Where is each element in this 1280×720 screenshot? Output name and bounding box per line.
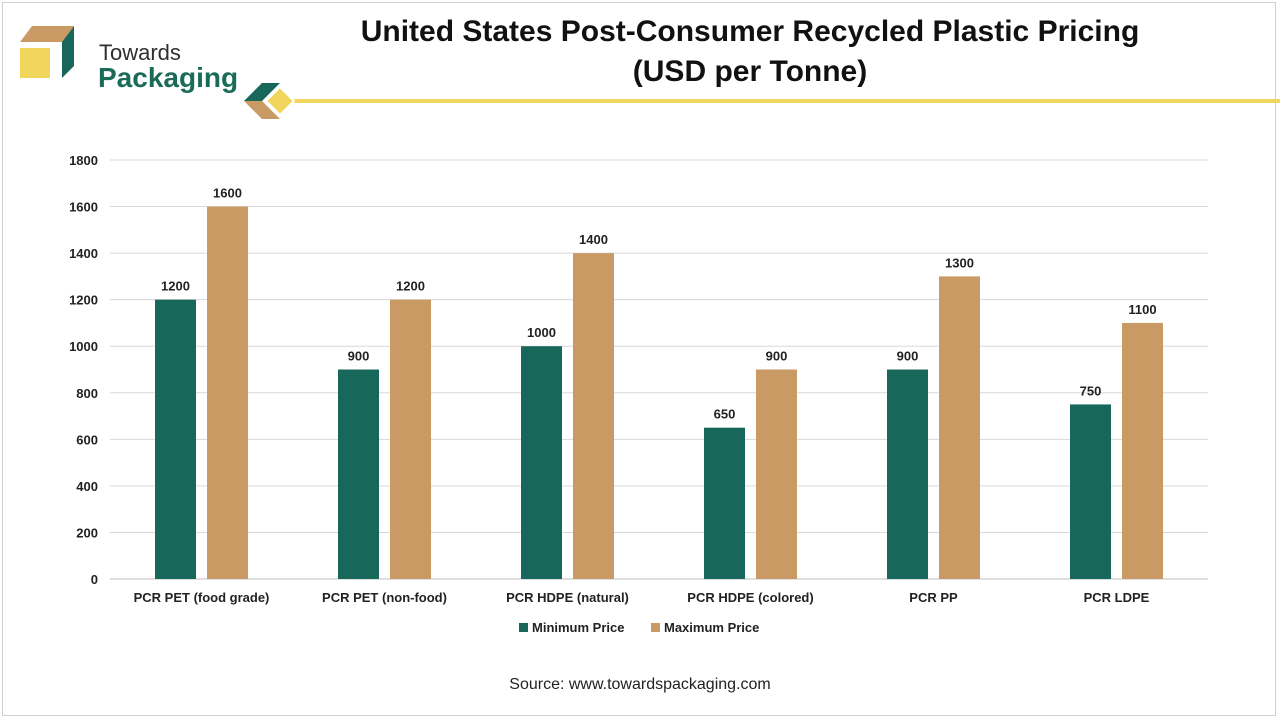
- y-tick-label: 600: [76, 432, 98, 447]
- x-tick-label: PCR LDPE: [1084, 590, 1150, 605]
- decorative-divider: [244, 83, 1280, 119]
- data-label: 1100: [1128, 302, 1156, 317]
- bar-minimum: [887, 369, 928, 579]
- y-tick-label: 1800: [69, 153, 98, 168]
- data-label: 1000: [527, 325, 556, 340]
- bar-maximum: [207, 206, 248, 580]
- bar-minimum: [338, 369, 379, 579]
- x-tick-label: PCR HDPE (natural): [506, 590, 629, 605]
- data-label: 900: [348, 349, 370, 364]
- data-label: 1200: [396, 279, 425, 294]
- x-tick-label: PCR PET (non-food): [322, 590, 447, 605]
- y-tick-label: 200: [76, 525, 98, 540]
- y-tick-label: 1200: [69, 293, 98, 308]
- legend-label-minimum: Minimum Price: [532, 620, 624, 635]
- chart-title-line-2: (USD per Tonne): [632, 55, 868, 88]
- brand-line-1: Towards: [99, 40, 181, 65]
- y-tick-label: 1600: [69, 200, 98, 215]
- source-note: Source: www.towardspackaging.com: [509, 676, 771, 693]
- towards-packaging-logo: Towards Packaging: [14, 20, 244, 93]
- y-tick-label: 1000: [69, 339, 98, 354]
- y-tick-label: 1400: [69, 246, 98, 261]
- x-tick-label: PCR PET (food grade): [134, 590, 270, 605]
- chart-title: United States Post-Consumer Recycled Pla…: [260, 12, 1240, 92]
- data-label: 900: [897, 349, 919, 364]
- y-tick-label: 0: [91, 572, 98, 587]
- data-label: 1300: [945, 255, 974, 270]
- bar-maximum: [390, 299, 431, 579]
- data-label: 900: [766, 349, 788, 364]
- data-label: 1400: [579, 232, 608, 247]
- x-tick-label: PCR HDPE (colored): [687, 590, 813, 605]
- data-label: 650: [714, 407, 736, 422]
- x-tick-label: PCR PP: [909, 590, 958, 605]
- bar-minimum: [1070, 404, 1111, 579]
- legend-swatch-maximum: [651, 623, 660, 632]
- chart-title-line-1: United States Post-Consumer Recycled Pla…: [360, 15, 1140, 48]
- bar-maximum: [573, 253, 614, 579]
- legend-swatch-minimum: [519, 623, 528, 632]
- data-label: 1200: [161, 279, 190, 294]
- legend-label-maximum: Maximum Price: [664, 620, 759, 635]
- y-tick-label: 800: [76, 386, 98, 401]
- data-label: 750: [1080, 383, 1102, 398]
- bar-minimum: [155, 299, 196, 579]
- brand-line-2: Packaging: [98, 62, 239, 93]
- bar-maximum: [756, 369, 797, 579]
- bar-maximum: [939, 276, 980, 579]
- data-label: 1600: [213, 186, 242, 201]
- y-tick-label: 400: [76, 479, 98, 494]
- bar-maximum: [1122, 322, 1163, 579]
- bar-minimum: [521, 346, 562, 579]
- box-logo-icon: [20, 26, 74, 78]
- bar-minimum: [704, 427, 745, 579]
